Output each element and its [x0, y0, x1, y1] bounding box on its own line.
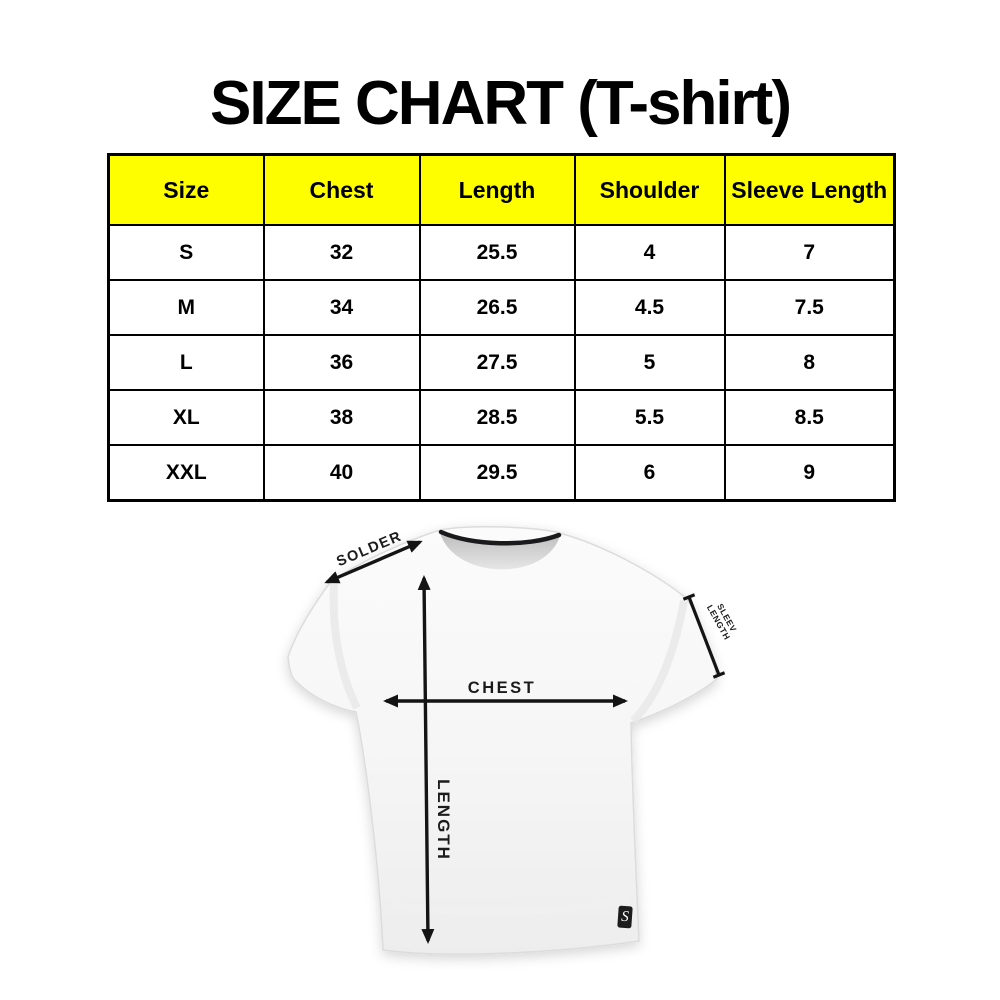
shoulder-cell: 4 — [573, 224, 726, 281]
sleeve-length-line — [682, 593, 726, 679]
col-header-size: Size — [107, 153, 265, 226]
sleeve-cell: 9 — [723, 444, 896, 502]
size-cell: S — [107, 224, 265, 281]
table-row-xl: XL 38 28.5 5.5 8.5 — [107, 389, 896, 446]
right-seam-shade — [630, 600, 688, 724]
col-header-shoulder: Shoulder — [573, 153, 726, 226]
table-row-s: S 32 25.5 4 7 — [107, 224, 896, 281]
sleeve-cell: 7 — [723, 224, 896, 281]
sleeve-cell: 8.5 — [723, 389, 896, 446]
size-cell: M — [107, 279, 265, 336]
size-cell: XXL — [107, 444, 265, 502]
length-cell: 25.5 — [418, 224, 576, 281]
size-cell: XL — [107, 389, 265, 446]
length-cell: 29.5 — [418, 444, 576, 502]
shoulder-arrow — [324, 540, 423, 584]
length-label: LENGTH — [434, 779, 453, 861]
length-arrow — [417, 575, 435, 944]
table-row-m: M 34 26.5 4.5 7.5 — [107, 279, 896, 336]
shoulder-cell: 4.5 — [573, 279, 726, 336]
left-seam-shade — [329, 583, 361, 710]
chest-cell: 40 — [262, 444, 421, 502]
table-row-xxl: XXL 40 29.5 6 9 — [107, 444, 896, 502]
size-cell: L — [107, 334, 265, 391]
chest-label: CHEST — [468, 679, 536, 697]
sleeve-length-label: SLEEV LENGTH — [705, 602, 739, 642]
chest-cell: 34 — [262, 279, 421, 336]
chest-cell: 36 — [262, 334, 421, 391]
tshirt-graphic: S — [287, 525, 718, 955]
sleeve-cell: 7.5 — [723, 279, 896, 336]
length-cell: 27.5 — [418, 334, 576, 391]
shoulder-cell: 6 — [573, 444, 726, 502]
page-title: SIZE CHART (T-shirt) — [210, 69, 792, 138]
length-cell: 26.5 — [418, 279, 576, 336]
col-header-chest: Chest — [262, 153, 421, 226]
header-row: Size Chest Length Shoulder Sleeve Length — [107, 153, 896, 226]
shoulder-cell: 5.5 — [573, 389, 726, 446]
chest-cell: 38 — [262, 389, 421, 446]
sleeve-cell: 8 — [723, 334, 896, 391]
table-row-l: L 36 27.5 5 8 — [107, 334, 896, 391]
length-cell: 28.5 — [418, 389, 576, 446]
col-header-length: Length — [418, 153, 576, 226]
chest-cell: 32 — [262, 224, 421, 281]
collar-band — [438, 529, 562, 546]
size-chart-table: Size Chest Length Shoulder Sleeve Length… — [107, 153, 896, 502]
tshirt-body — [287, 525, 718, 955]
brand-logo-tag: S — [617, 905, 633, 929]
brand-logo-letter: S — [621, 909, 630, 926]
shoulder-cell: 5 — [573, 334, 726, 391]
col-header-sleeve-length: Sleeve Length — [723, 153, 896, 226]
